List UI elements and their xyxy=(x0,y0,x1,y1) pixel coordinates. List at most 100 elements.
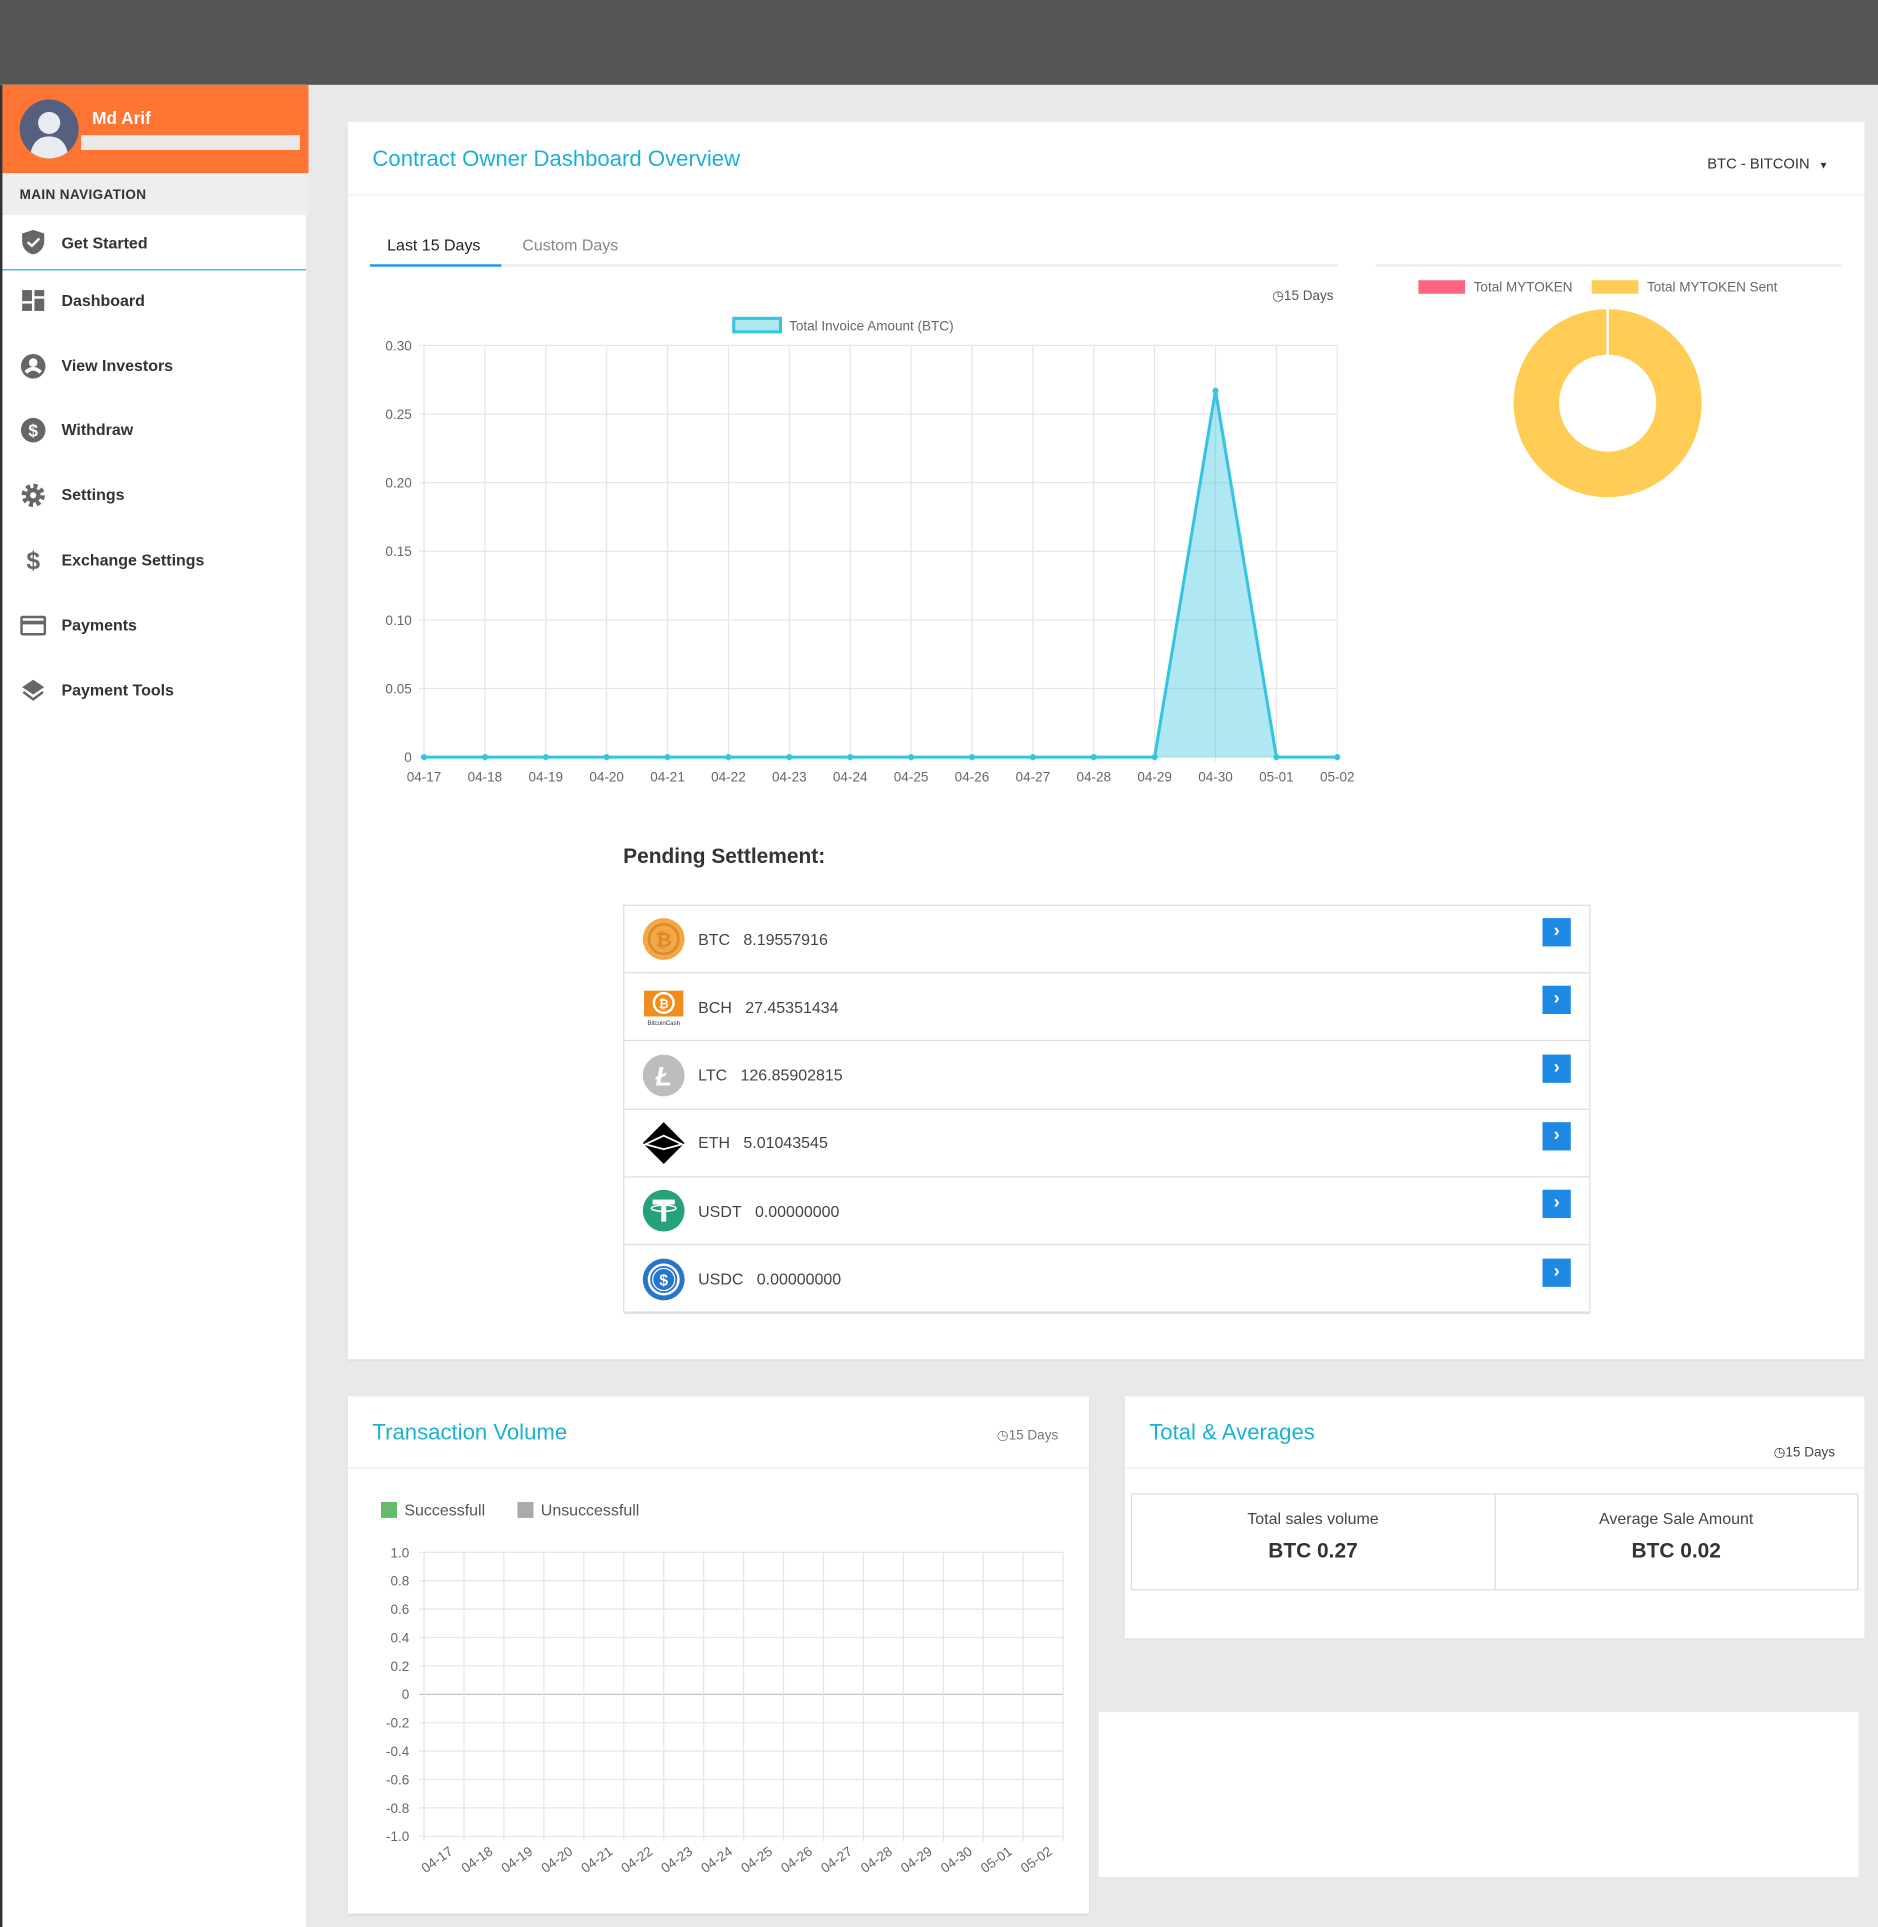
legend-label: Total MYTOKEN xyxy=(1474,279,1573,294)
data-point xyxy=(1273,754,1280,761)
x-tick-label: 04-23 xyxy=(772,770,807,785)
user-status-bar xyxy=(81,135,300,150)
clock-icon: ◷ xyxy=(996,1428,1009,1443)
sidebar-item-withdraw[interactable]: $ Withdraw xyxy=(2,402,306,457)
x-tick-label: 04-27 xyxy=(1016,770,1051,785)
x-tick-label: 04-24 xyxy=(698,1843,735,1875)
user-panel: Md Arif xyxy=(2,84,309,174)
avatar[interactable] xyxy=(19,99,79,159)
chevron-right-icon: › xyxy=(1553,988,1560,1010)
divider xyxy=(1124,1467,1865,1469)
tab-last-15-days[interactable]: Last 15 Days xyxy=(387,235,481,255)
sidebar-item-payments[interactable]: Payments xyxy=(2,597,306,652)
pending-settlement-list: ₿ BTC 8.19557916 › ₿ BitcoinCash BCH 27.45351… xyxy=(623,904,1591,1314)
svg-text:₿: ₿ xyxy=(659,997,669,1011)
x-tick-label: 04-22 xyxy=(711,770,746,785)
y-tick-label: 0 xyxy=(404,750,412,765)
credit-card-icon xyxy=(20,611,47,638)
top-bar xyxy=(0,0,1878,85)
sidebar-item-payment-tools[interactable]: Payment Tools xyxy=(2,662,306,717)
sidebar-item-label: View Investors xyxy=(61,356,174,375)
y-tick-label: 0.4 xyxy=(390,1630,409,1645)
stat-value: BTC 0.27 xyxy=(1268,1538,1358,1563)
data-point xyxy=(968,754,976,761)
clock-icon: ◷ xyxy=(1773,1445,1786,1461)
legend-label: Successfull xyxy=(404,1502,485,1519)
x-tick-label: 04-30 xyxy=(1198,770,1233,785)
chevron-right-icon: › xyxy=(1553,1260,1560,1282)
settle-btc-button[interactable]: › xyxy=(1542,918,1571,947)
sidebar: Md Arif MAIN NAVIGATION Get Started Dashb… xyxy=(0,84,309,1927)
coin-amount: 0.00000000 xyxy=(754,1201,840,1221)
x-tick-label: 04-19 xyxy=(529,770,564,785)
y-tick-label: 1.0 xyxy=(390,1545,409,1560)
data-point xyxy=(481,754,488,761)
y-tick-label: -0.4 xyxy=(386,1744,410,1759)
settle-bch-button[interactable]: › xyxy=(1542,986,1571,1015)
x-tick-label: 04-21 xyxy=(650,770,685,785)
pending-row-ltc: Ł LTC 126.85902815 › xyxy=(624,1042,1591,1110)
legend-swatch xyxy=(381,1501,397,1518)
x-tick-label: 04-27 xyxy=(818,1844,855,1876)
sidebar-item-settings[interactable]: Settings xyxy=(2,467,306,522)
legend-label: Unsuccessfull xyxy=(541,1502,640,1519)
settle-usdc-button[interactable]: › xyxy=(1542,1257,1571,1287)
tab-active-indicator xyxy=(369,264,502,267)
pending-row-usdt: USDT 0.00000000 › xyxy=(624,1178,1591,1246)
legend-swatch xyxy=(1418,280,1466,294)
legend-swatch xyxy=(517,1501,534,1518)
coin-amount: 0.00000000 xyxy=(756,1269,842,1289)
y-tick-label: 0.30 xyxy=(385,338,411,353)
divider xyxy=(1375,264,1842,267)
settle-eth-button[interactable]: › xyxy=(1542,1122,1571,1151)
chevron-right-icon: › xyxy=(1553,1192,1560,1214)
stats-box: Total sales volume BTC 0.27 Average Sale… xyxy=(1130,1493,1859,1591)
x-tick-label: 04-24 xyxy=(833,770,868,785)
sidebar-item-label: Settings xyxy=(61,485,125,504)
x-tick-label: 04-19 xyxy=(499,1844,536,1876)
sidebar-item-label: Get Started xyxy=(61,232,148,252)
x-tick-label: 04-20 xyxy=(538,1844,575,1876)
layers-icon xyxy=(20,677,47,704)
user-name: Md Arif xyxy=(92,108,151,128)
x-tick-label: 04-22 xyxy=(618,1844,655,1876)
sidebar-item-label: Payments xyxy=(61,615,137,635)
legend-swatch xyxy=(1591,280,1639,294)
x-tick-label: 04-18 xyxy=(459,1844,496,1876)
svg-text:Ł: Ł xyxy=(654,1061,672,1091)
pending-row-bch: ₿ BitcoinCash BCH 27.45351434 › xyxy=(624,974,1591,1042)
data-point xyxy=(725,754,732,761)
sidebar-item-view-investors[interactable]: View Investors xyxy=(2,338,306,393)
gear-icon xyxy=(20,481,47,508)
y-tick-label: 0.15 xyxy=(385,544,411,559)
sidebar-item-dashboard[interactable]: Dashboard xyxy=(2,273,306,328)
pending-row-eth: ETH 5.01043545 › xyxy=(624,1110,1591,1178)
shield-check-icon xyxy=(20,229,47,256)
coin-symbol: BCH xyxy=(698,997,732,1017)
data-point xyxy=(603,754,610,761)
sidebar-item-exchange-settings[interactable]: $ Exchange Settings xyxy=(2,532,306,587)
btc-coin-icon: ₿ xyxy=(642,917,686,961)
chevron-right-icon: › xyxy=(1553,1124,1560,1146)
settle-ltc-button[interactable]: › xyxy=(1542,1054,1571,1083)
data-point xyxy=(1029,754,1036,761)
coin-symbol: BTC xyxy=(698,929,731,949)
nav-section-label: MAIN NAVIGATION xyxy=(2,173,309,216)
period-label: ◷15 Days xyxy=(997,1427,1058,1443)
currency-select[interactable]: BTC - BITCOIN ▼ xyxy=(1707,155,1828,172)
x-tick-label: 04-18 xyxy=(468,770,503,785)
coin-symbol: LTC xyxy=(698,1065,728,1085)
chevron-right-icon: › xyxy=(1553,1056,1560,1078)
sidebar-item-get-started[interactable]: Get Started xyxy=(2,215,307,271)
y-tick-label: 0.6 xyxy=(390,1602,409,1617)
settle-usdt-button[interactable]: › xyxy=(1542,1189,1571,1219)
divider xyxy=(347,1467,1089,1469)
pending-settlement-title: Pending Settlement: xyxy=(623,844,826,868)
stat-value: BTC 0.02 xyxy=(1631,1538,1721,1563)
y-tick-label: 0.8 xyxy=(390,1574,409,1589)
pending-row-btc: ₿ BTC 8.19557916 › xyxy=(624,906,1591,974)
x-tick-label: 04-20 xyxy=(589,770,624,785)
data-point xyxy=(847,754,854,761)
dollar-icon: $ xyxy=(20,546,47,573)
tab-custom-days[interactable]: Custom Days xyxy=(522,235,619,255)
